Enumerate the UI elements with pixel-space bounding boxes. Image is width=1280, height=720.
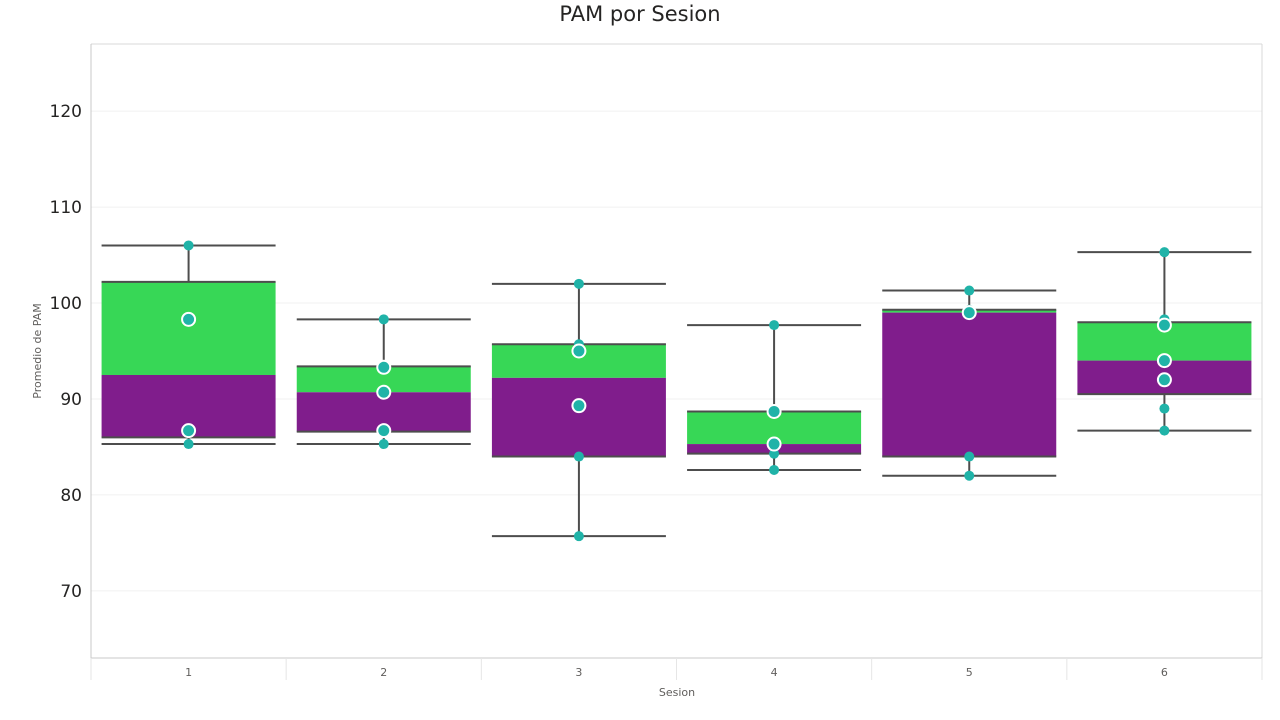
box-layer [101,244,1252,538]
x-tick-label-1: 1 [185,666,192,679]
highlight-point [571,343,587,359]
data-point [964,285,975,296]
x-tick-label-5: 5 [966,666,973,679]
data-point [378,439,389,450]
data-point [1159,247,1170,258]
y-tick-label-80: 80 [60,486,82,506]
data-point [573,278,584,289]
highlight-point [766,436,782,452]
data-point [183,439,194,450]
y-tick-label-110: 110 [50,198,82,218]
axis-layer: 70 80 90 100 110 120 1 2 3 4 5 6 Sesion Promedio de P… [31,102,1263,699]
highlight-point [1156,317,1172,333]
data-point [1159,425,1170,436]
data-point [573,451,584,462]
y-tick-label-90: 90 [60,390,82,410]
highlight-point [1156,372,1172,388]
box-lower-3 [491,377,666,457]
grid-layer [91,110,1262,592]
x-tick-label-2: 2 [380,666,387,679]
chart-title: PAM por Sesion [559,2,721,26]
data-point [769,464,780,475]
box-upper-1 [101,281,276,375]
x-axis-title: Sesion [659,686,695,699]
data-point [183,240,194,251]
highlight-point [1156,353,1172,369]
data-point [378,314,389,325]
data-point [573,531,584,542]
data-point [769,320,780,331]
x-tick-label-6: 6 [1161,666,1168,679]
highlight-point [571,398,587,414]
highlight-point [181,311,197,327]
highlight-point [181,423,197,439]
data-point [769,448,780,459]
highlight-point [376,359,392,375]
point-layer [181,240,1172,542]
highlight-point [376,384,392,400]
y-tick-label-120: 120 [50,102,82,122]
highlight-point [376,423,392,439]
highlight-point [961,305,977,321]
data-point [964,470,975,481]
x-tick-label-3: 3 [575,666,582,679]
data-point [964,451,975,462]
y-axis-title: Promedio de PAM [31,303,44,398]
highlight-point [766,403,782,419]
x-tick-label-4: 4 [771,666,778,679]
data-point [1159,403,1170,414]
y-tick-label-100: 100 [50,294,82,314]
box-lower-5 [882,312,1057,457]
y-tick-label-70: 70 [60,582,82,602]
